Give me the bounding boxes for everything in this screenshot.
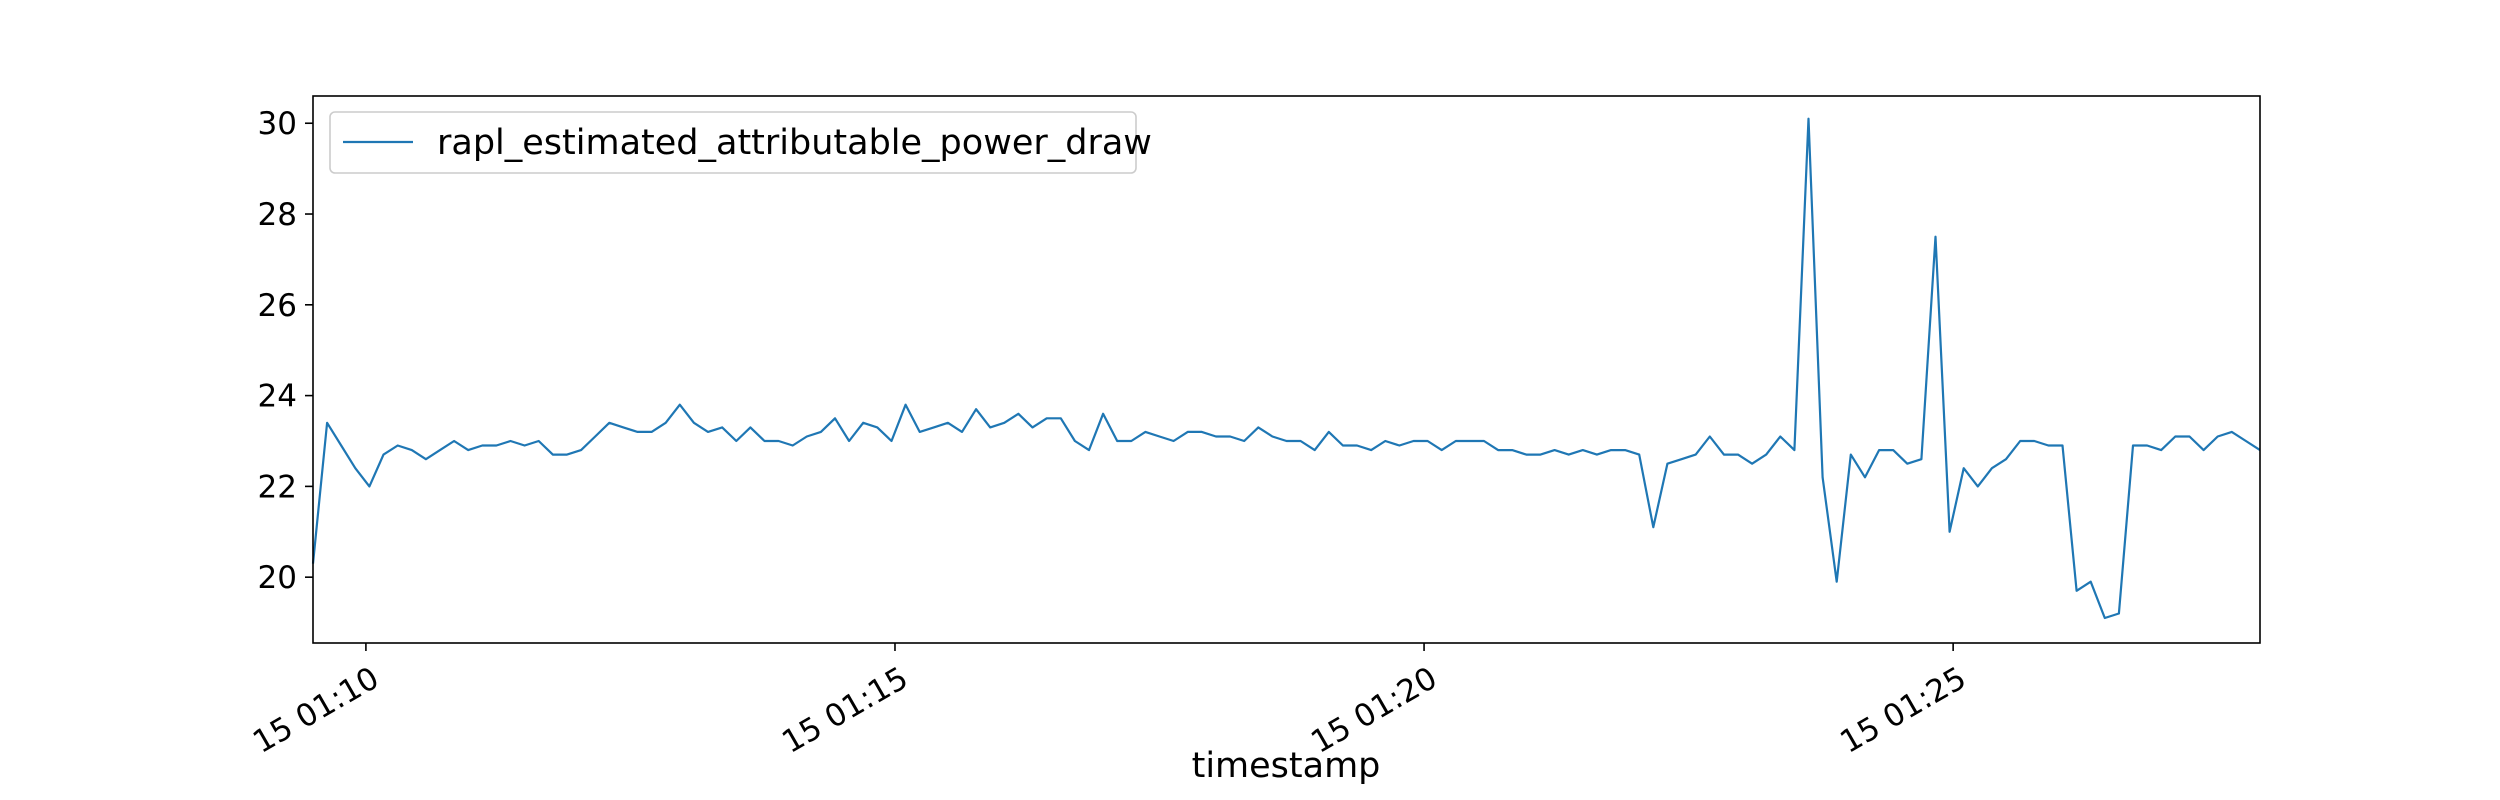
- y-tick-label: 26: [258, 288, 297, 324]
- series-line: [311, 117, 2261, 620]
- y-axis: 20 22 24 26 28 30: [258, 106, 313, 596]
- legend-box: [329, 111, 1137, 174]
- y-tick-label: 28: [258, 197, 297, 233]
- x-axis: 15 01:10 15 01:15 15 01:20 15 01:25: [247, 643, 1972, 761]
- y-tick-label: 22: [258, 469, 297, 505]
- y-tick-label: 24: [258, 379, 297, 415]
- x-tick-label: 15 01:15: [776, 660, 914, 760]
- x-tick-label: 15 01:10: [247, 660, 385, 760]
- y-tick-label: 30: [258, 106, 297, 142]
- series-layer: [311, 117, 2261, 620]
- legend: rapl_estimated_attributable_power_draw: [329, 111, 1152, 174]
- plot-frame: [312, 95, 2261, 644]
- x-tick-label: 15 01:25: [1834, 660, 1972, 760]
- legend-label: rapl_estimated_attributable_power_draw: [437, 123, 1152, 163]
- plot-background: [313, 96, 2260, 643]
- x-axis-title: timestamp: [1192, 746, 1381, 786]
- y-tick-label: 20: [258, 560, 297, 596]
